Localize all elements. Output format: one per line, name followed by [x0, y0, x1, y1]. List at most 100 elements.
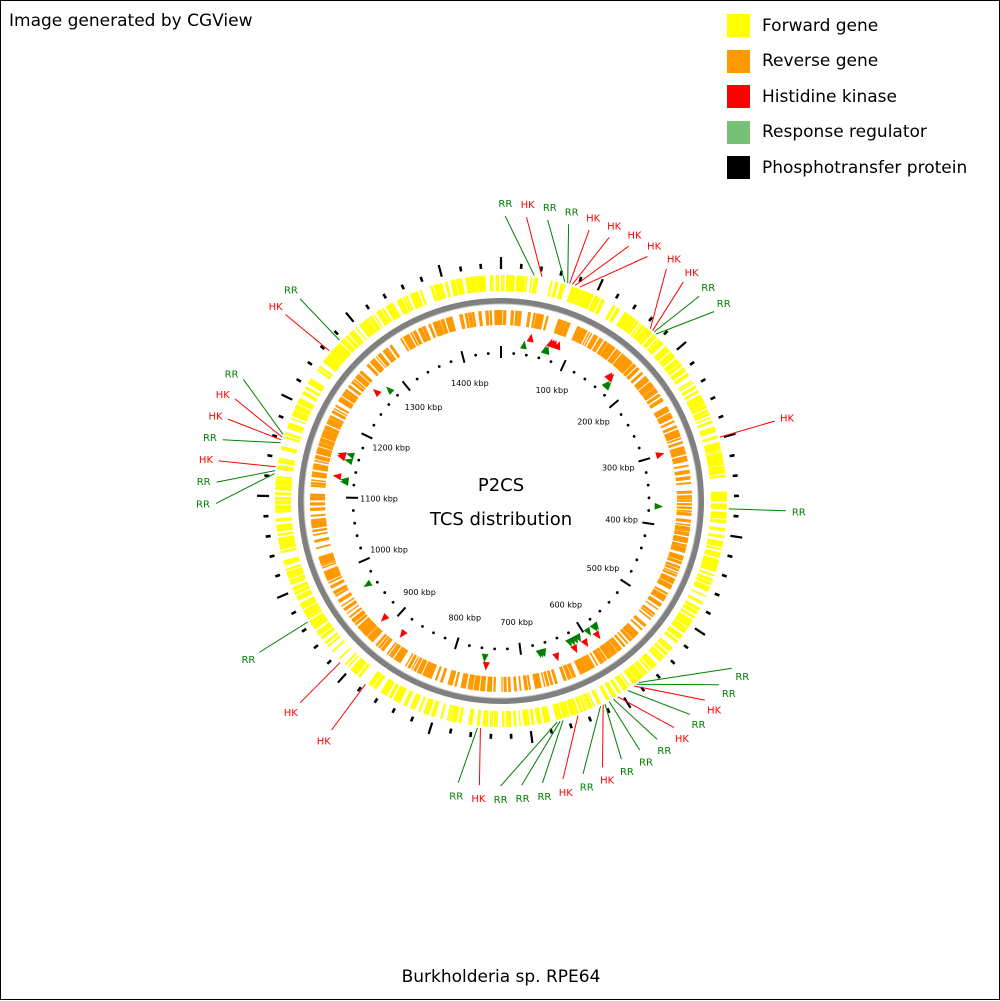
rr-marker [520, 341, 527, 350]
scale-label: 1100 kbp [360, 494, 398, 503]
forward-gene [419, 697, 425, 712]
hk-label: HK [667, 254, 682, 265]
inner-minor-tick [627, 424, 630, 427]
inner-minor-tick [594, 385, 597, 388]
rr-label: RR [498, 199, 512, 210]
outer-minor-tick [706, 612, 710, 614]
reverse-gene [314, 538, 329, 541]
feature-leader [568, 224, 569, 283]
rr-label: RR [225, 370, 239, 381]
forward-gene [517, 276, 518, 292]
outer-minor-tick [266, 536, 271, 537]
forward-gene [711, 493, 727, 494]
hk-label: HK [199, 455, 214, 466]
outer-minor-tick [335, 331, 338, 335]
outer-minor-tick [402, 285, 404, 290]
inner-minor-tick [616, 591, 619, 594]
feature-leader [618, 697, 674, 728]
inner-minor-tick [411, 618, 414, 621]
forward-gene-track [275, 275, 727, 727]
hk-marker [581, 638, 588, 647]
rr-label: RR [449, 792, 463, 803]
scale-label: 200 kbp [577, 417, 610, 426]
hk-label: HK [209, 411, 224, 422]
hk-label: HK [586, 214, 601, 225]
feature-leader [603, 705, 604, 767]
rr-label: RR [580, 782, 594, 793]
inner-minor-tick [421, 625, 424, 628]
inner-minor-tick [630, 570, 633, 573]
inner-minor-tick [648, 496, 651, 499]
rr-marker [482, 654, 489, 663]
inner-minor-tick [474, 354, 477, 357]
rr-label: RR [543, 203, 557, 214]
forward-gene [698, 422, 713, 428]
inner-major-tick [638, 458, 650, 461]
inner-minor-tick [438, 365, 441, 368]
scale-label: 600 kbp [549, 600, 582, 609]
hk-marker [527, 334, 534, 343]
outer-major-tick [281, 394, 292, 399]
caption: Burkholderia sp. RPE64 [1, 967, 1000, 987]
inner-minor-tick [598, 610, 601, 613]
outer-major-tick [439, 265, 442, 277]
scale-label: 500 kbp [587, 564, 620, 573]
forward-gene [711, 513, 727, 514]
hk-marker [381, 613, 389, 621]
outer-minor-tick [733, 475, 738, 476]
hk-label: HK [521, 200, 536, 211]
inner-major-tick [359, 558, 370, 563]
outer-major-tick [598, 279, 603, 290]
feature-leader [300, 663, 340, 703]
rr-label: RR [565, 208, 579, 219]
inner-minor-tick [427, 371, 430, 374]
reverse-gene [668, 442, 682, 447]
reverse-gene [409, 655, 416, 668]
inner-minor-tick [379, 413, 382, 416]
outer-minor-tick [589, 717, 591, 722]
forward-gene [710, 516, 726, 517]
rr-label: RR [792, 507, 806, 518]
rr-marker [346, 453, 355, 459]
outer-minor-tick [633, 305, 636, 309]
forward-gene [508, 275, 509, 291]
inner-minor-tick [608, 601, 611, 604]
hk-label: HK [707, 705, 722, 716]
outer-minor-tick [728, 556, 733, 557]
inner-minor-tick [512, 352, 515, 355]
rr-marker [565, 638, 572, 647]
hk-label: HK [559, 788, 574, 799]
reverse-gene [487, 311, 488, 326]
reverse-gene [311, 483, 326, 484]
scale-label: 700 kbp [500, 618, 533, 627]
scale-label: 1200 kbp [372, 444, 410, 453]
reverse-gene [488, 677, 489, 692]
inner-minor-tick [356, 534, 359, 537]
outer-minor-tick [375, 698, 378, 702]
inner-minor-tick [396, 394, 399, 397]
outer-minor-tick [470, 732, 471, 737]
center-subtitle: TCS distribution [429, 509, 572, 530]
outer-major-tick [695, 628, 705, 635]
outer-major-tick [730, 536, 742, 538]
inner-minor-tick [487, 352, 490, 355]
feature-leader [583, 706, 601, 774]
outer-major-tick [677, 342, 686, 350]
inner-minor-tick [647, 509, 650, 512]
feature-leader [479, 728, 480, 785]
outer-minor-tick [657, 674, 660, 678]
inner-major-tick [577, 622, 583, 632]
feature-leader [332, 684, 366, 730]
scale-label: 400 kbp [605, 515, 638, 524]
forward-gene [472, 277, 474, 293]
reverse-gene [436, 666, 441, 680]
outer-minor-tick [684, 645, 688, 648]
inner-minor-tick [635, 558, 638, 561]
outer-minor-tick [701, 379, 705, 382]
inner-major-tick [397, 607, 405, 616]
reverse-gene [512, 310, 513, 325]
inner-minor-tick [357, 459, 360, 462]
feature-leader [243, 379, 283, 434]
